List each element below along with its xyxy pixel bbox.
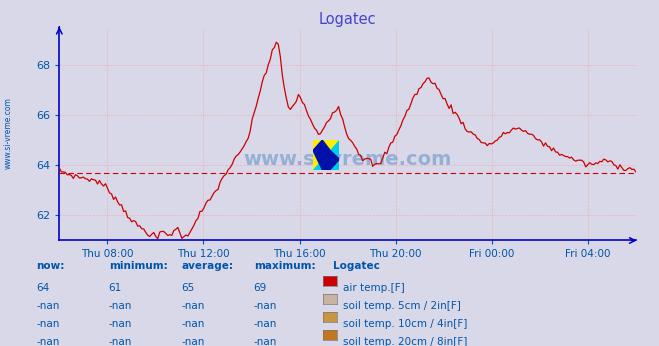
Text: www.si-vreme.com: www.si-vreme.com	[4, 97, 13, 169]
Text: -nan: -nan	[109, 301, 132, 311]
Text: -nan: -nan	[109, 319, 132, 329]
Polygon shape	[313, 140, 339, 170]
Text: soil temp. 5cm / 2in[F]: soil temp. 5cm / 2in[F]	[343, 301, 461, 311]
Text: Logatec: Logatec	[333, 261, 380, 271]
Text: -nan: -nan	[36, 319, 59, 329]
Text: maximum:: maximum:	[254, 261, 316, 271]
Text: -nan: -nan	[181, 301, 204, 311]
Text: now:: now:	[36, 261, 65, 271]
Text: www.si-vreme.com: www.si-vreme.com	[243, 150, 452, 169]
Title: Logatec: Logatec	[319, 11, 376, 27]
Text: -nan: -nan	[36, 337, 59, 346]
Text: minimum:: minimum:	[109, 261, 167, 271]
Text: -nan: -nan	[181, 337, 204, 346]
Polygon shape	[313, 140, 339, 170]
Text: -nan: -nan	[36, 301, 59, 311]
Text: -nan: -nan	[254, 319, 277, 329]
Text: air temp.[F]: air temp.[F]	[343, 283, 405, 293]
Polygon shape	[313, 140, 339, 170]
Text: 64: 64	[36, 283, 49, 293]
Text: soil temp. 10cm / 4in[F]: soil temp. 10cm / 4in[F]	[343, 319, 467, 329]
Text: -nan: -nan	[109, 337, 132, 346]
Text: 61: 61	[109, 283, 122, 293]
Text: -nan: -nan	[181, 319, 204, 329]
Text: average:: average:	[181, 261, 233, 271]
Text: -nan: -nan	[254, 301, 277, 311]
Text: 65: 65	[181, 283, 194, 293]
Text: 69: 69	[254, 283, 267, 293]
Text: soil temp. 20cm / 8in[F]: soil temp. 20cm / 8in[F]	[343, 337, 467, 346]
Text: -nan: -nan	[254, 337, 277, 346]
